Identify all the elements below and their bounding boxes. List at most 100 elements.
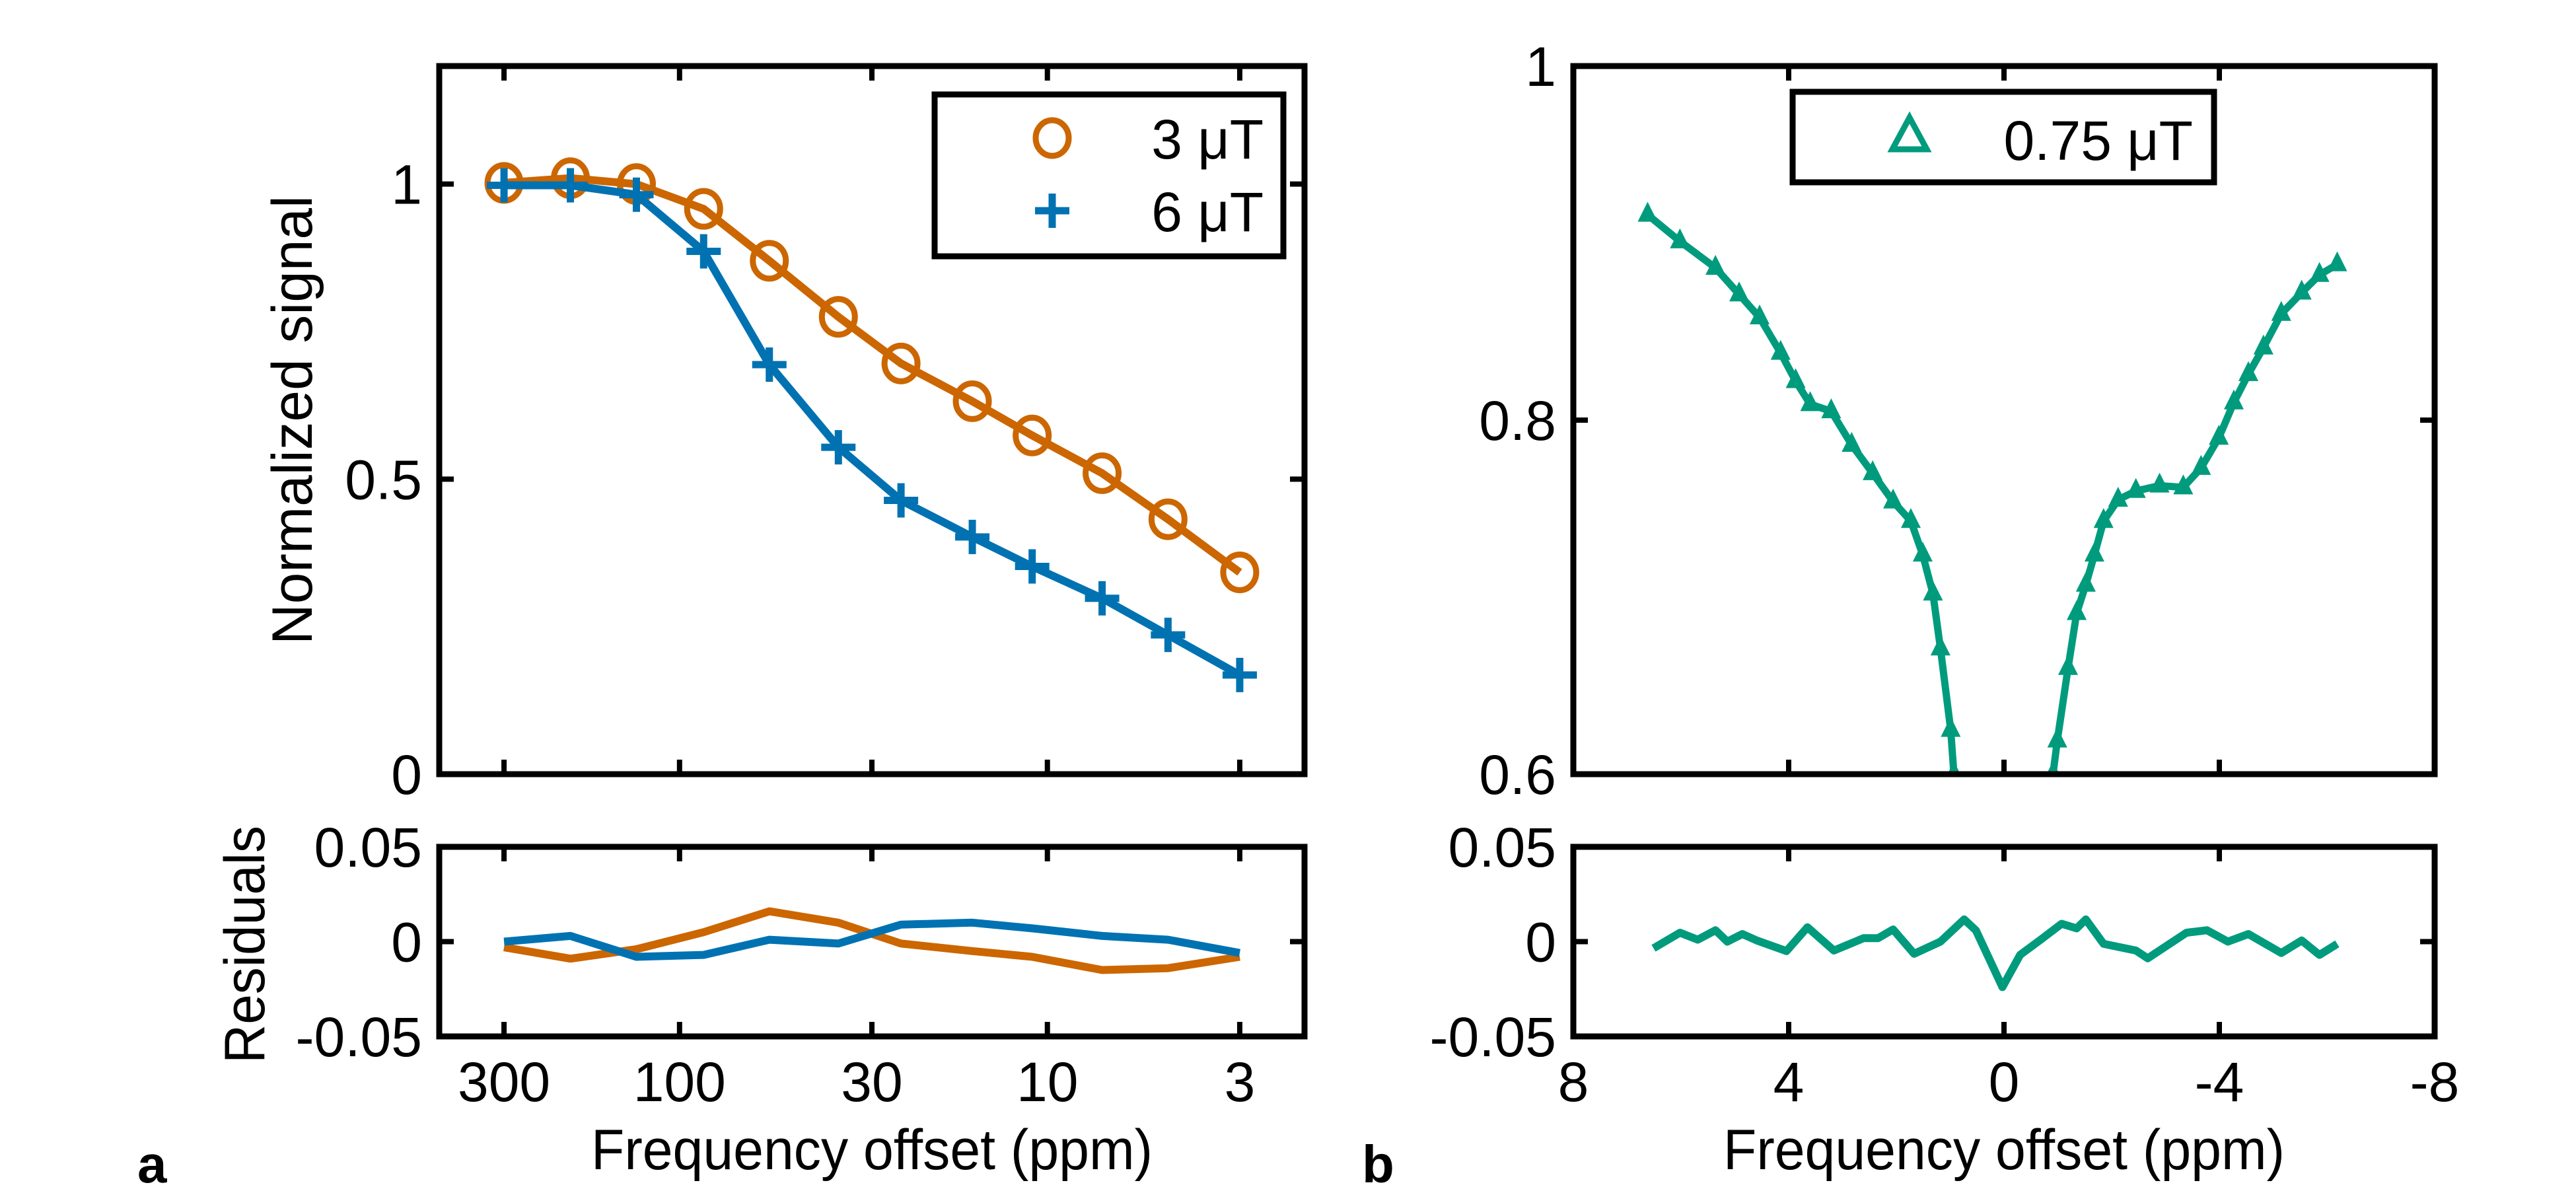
legend-label-075uT: 0.75 μT xyxy=(2003,110,2193,172)
legend-triangle-icon xyxy=(1887,111,1932,153)
data-point-circle xyxy=(1083,452,1122,494)
data-point-plus xyxy=(619,177,654,212)
data-point-triangle xyxy=(2149,472,2170,493)
data-point-plus xyxy=(752,347,787,382)
subplot-a-main: 0 0.5 1 Normalized signal 3 μT 6 μT xyxy=(261,63,1308,806)
series-line-0 xyxy=(503,174,1242,576)
panel-label-a: a xyxy=(137,1135,167,1189)
data-point-triangle xyxy=(1670,228,1690,248)
y-tick-label: -0.05 xyxy=(296,1006,422,1068)
legend: 0.75 μT xyxy=(1789,89,2217,186)
data-point-triangle xyxy=(2223,389,2244,410)
data-point-triangle xyxy=(2191,454,2211,475)
data-point-plus xyxy=(1015,549,1050,584)
data-point-triangle xyxy=(1842,431,1862,452)
data-point-triangle xyxy=(2084,542,2104,562)
legend-circle-icon xyxy=(1032,117,1072,159)
x-tick-label: 0 xyxy=(1989,1051,2020,1113)
y-tick-label: 1 xyxy=(1525,36,1556,98)
data-point-triangle xyxy=(2238,361,2259,381)
data-point-triangle xyxy=(1900,508,1921,528)
series-line-0 xyxy=(1645,211,2340,774)
subplot-b-main: 0.6 0.8 1 0.75 μT xyxy=(1479,36,2438,815)
legend-label-6uT: 6 μT xyxy=(1151,181,1264,243)
data-point-circle xyxy=(818,296,858,338)
data-point-triangle xyxy=(2126,478,2146,498)
data-point-plus xyxy=(884,483,919,518)
series-group xyxy=(484,157,1260,692)
panel-label-b: b xyxy=(1362,1135,1394,1189)
y-tick-label: 0.5 xyxy=(345,449,422,511)
data-point-triangle xyxy=(2075,571,2096,592)
data-point-triangle xyxy=(2209,425,2229,445)
y-tick-label: 0 xyxy=(1525,912,1556,974)
x-tick-label: 30 xyxy=(841,1051,902,1113)
x-tick-label: 8 xyxy=(1558,1051,1589,1113)
y-axis-label: Residuals xyxy=(213,826,277,1063)
data-point-plus xyxy=(955,519,990,554)
data-point-triangle xyxy=(1705,254,1726,275)
axes-frame xyxy=(436,844,1308,1040)
data-point-plus xyxy=(686,234,721,269)
x-tick-label: 10 xyxy=(1017,1051,1078,1113)
y-tick-label: 0.6 xyxy=(1479,744,1556,806)
data-point-triangle xyxy=(1930,635,1950,656)
data-point-plus xyxy=(553,168,588,203)
data-point-triangle xyxy=(2309,262,2330,282)
data-point-circle xyxy=(881,342,921,384)
x-tick-label: -8 xyxy=(2410,1051,2460,1113)
data-point-triangle xyxy=(1863,460,1883,480)
data-point-plus xyxy=(1151,618,1186,653)
y-axis-label: Normalized signal xyxy=(261,196,324,645)
x-axis-label: Frequency offset (ppm) xyxy=(591,1118,1153,1182)
subplot-a-residuals: 300 100 30 10 3 -0.05 0 0.05 Frequency offset (p… xyxy=(213,816,1308,1182)
subplot-b-residuals: 8 4 0 -4 -8 -0.05 0 0.05 Frequency offset (ppm) xyxy=(1430,816,2460,1182)
data-point-triangle xyxy=(1800,391,1820,412)
x-tick-label: 4 xyxy=(1773,1051,1805,1113)
data-point-plus xyxy=(1085,581,1120,616)
y-tick-label: 0.05 xyxy=(314,816,423,879)
data-point-plus xyxy=(487,168,522,203)
data-point-triangle xyxy=(2173,474,2194,495)
y-tick-label: 0 xyxy=(391,744,422,806)
data-point-triangle xyxy=(2057,655,2079,675)
data-point-triangle xyxy=(2066,600,2087,620)
x-tick-label: -4 xyxy=(2195,1051,2244,1113)
data-point-plus xyxy=(821,430,856,465)
data-point-circle xyxy=(750,240,789,282)
data-point-circle xyxy=(1013,414,1052,456)
data-point-circle xyxy=(1220,551,1260,593)
data-point-triangle xyxy=(2327,251,2347,271)
y-tick-label: 0.05 xyxy=(1449,816,1557,879)
data-point-circle xyxy=(684,188,723,230)
data-point-triangle xyxy=(2108,487,2128,507)
data-point-triangle xyxy=(2291,279,2312,300)
data-point-triangle xyxy=(1637,201,1658,222)
data-point-circle xyxy=(1148,498,1188,540)
legend-box xyxy=(1789,89,2217,186)
data-point-triangle xyxy=(1785,368,1806,388)
x-tick-label: 300 xyxy=(458,1051,550,1113)
data-point-triangle xyxy=(1729,281,1750,302)
y-tick-label: 0.8 xyxy=(1479,390,1556,452)
data-point-triangle xyxy=(2271,301,2291,321)
y-tick-label: -0.05 xyxy=(1430,1006,1556,1068)
axes-frame xyxy=(436,63,1308,777)
data-point-triangle xyxy=(2047,727,2067,748)
legend-plus-icon xyxy=(1035,194,1069,228)
data-point-triangle xyxy=(1923,581,1943,601)
data-point-triangle xyxy=(1770,340,1791,360)
series-group xyxy=(1637,201,2347,815)
axes-frame xyxy=(1570,844,2438,1040)
y-tick-label: 1 xyxy=(391,154,422,216)
data-point-triangle xyxy=(1883,488,1904,509)
series-group xyxy=(503,907,1240,974)
x-tick-label: 3 xyxy=(1225,1051,1256,1113)
data-point-triangle xyxy=(2093,508,2114,528)
data-point-triangle xyxy=(1951,801,1966,815)
axes-frame xyxy=(1570,63,2438,777)
x-axis-label: Frequency offset (ppm) xyxy=(1723,1118,2285,1182)
data-point-circle xyxy=(952,380,992,422)
